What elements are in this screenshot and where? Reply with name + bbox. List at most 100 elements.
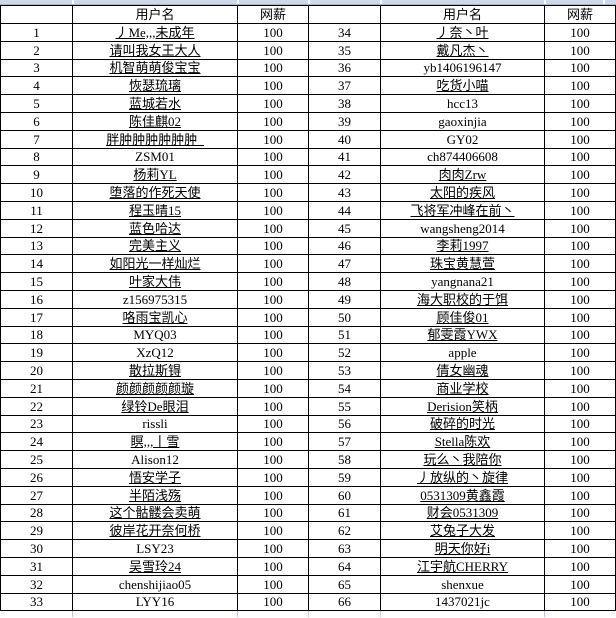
salary-cell[interactable]: 100: [544, 521, 616, 541]
salary-header-cell[interactable]: 网薪: [544, 5, 616, 24]
username-cell[interactable]: 丿Me,,,未成年: [72, 23, 238, 42]
row-number-cell[interactable]: 39: [308, 111, 381, 131]
username-cell[interactable]: 戴凡杰丶: [380, 40, 545, 60]
row-number-cell[interactable]: 31: [0, 556, 73, 576]
username-cell[interactable]: 李莉1997: [380, 236, 545, 256]
salary-cell[interactable]: 100: [544, 40, 616, 60]
row-number-cell[interactable]: 35: [308, 40, 381, 60]
username-cell[interactable]: 海大职校的于饵: [380, 289, 545, 309]
username-cell[interactable]: XzQ12: [72, 343, 238, 363]
salary-cell[interactable]: 100: [544, 147, 616, 167]
row-number-cell[interactable]: 28: [0, 503, 73, 523]
username-cell[interactable]: ch874406608: [380, 147, 545, 167]
row-number-cell[interactable]: 23: [0, 414, 73, 434]
username-cell[interactable]: 肉肉Zrw: [380, 165, 545, 185]
salary-cell[interactable]: 100: [544, 165, 616, 185]
salary-cell[interactable]: 100: [237, 94, 309, 113]
salary-cell[interactable]: 100: [237, 40, 309, 60]
salary-cell[interactable]: 100: [237, 485, 309, 505]
username-cell[interactable]: z156975315: [72, 289, 238, 309]
username-cell[interactable]: 明天你好i: [380, 539, 545, 558]
row-number-cell[interactable]: 13: [0, 236, 73, 256]
username-cell[interactable]: rissli: [72, 414, 238, 434]
row-number-cell[interactable]: 6: [0, 111, 73, 131]
row-number-cell[interactable]: 27: [0, 485, 73, 505]
username-cell[interactable]: 艾兔子大发: [380, 521, 545, 541]
salary-cell[interactable]: 100: [237, 414, 309, 434]
username-cell[interactable]: 散拉斯锝: [72, 361, 238, 380]
salary-cell[interactable]: 100: [237, 343, 309, 363]
username-cell[interactable]: 蓝城若水: [72, 94, 238, 113]
username-header-cell[interactable]: 用户名: [72, 5, 238, 24]
username-cell[interactable]: 这个骷髅会卖萌: [72, 503, 238, 523]
username-cell[interactable]: ZSM01: [72, 147, 238, 167]
salary-cell[interactable]: 100: [237, 450, 309, 469]
username-cell[interactable]: 悟安学子: [72, 467, 238, 487]
row-number-cell[interactable]: 36: [308, 58, 381, 78]
username-cell[interactable]: 如阳光一样灿烂: [72, 254, 238, 274]
row-number-cell[interactable]: 41: [308, 147, 381, 167]
salary-cell[interactable]: 100: [544, 200, 616, 220]
row-number-cell[interactable]: 42: [308, 165, 381, 185]
row-number-cell[interactable]: 50: [308, 307, 381, 327]
username-cell[interactable]: chenshijiao05: [72, 574, 238, 594]
row-number-cell[interactable]: 14: [0, 254, 73, 274]
salary-cell[interactable]: 100: [544, 592, 616, 612]
username-cell[interactable]: gaoxinjia: [380, 111, 545, 131]
row-number-cell[interactable]: 66: [308, 592, 381, 612]
row-number-cell[interactable]: 1: [0, 23, 73, 42]
username-cell[interactable]: 杨莉YL: [72, 165, 238, 185]
salary-cell[interactable]: 100: [544, 485, 616, 505]
row-number-cell[interactable]: 38: [308, 94, 381, 113]
username-cell[interactable]: Alison12: [72, 450, 238, 469]
row-number-cell[interactable]: 55: [308, 396, 381, 416]
salary-cell[interactable]: 100: [544, 272, 616, 291]
username-cell[interactable]: 机智萌萌俊宝宝: [72, 58, 238, 78]
username-cell[interactable]: 玩么丶我陪你: [380, 450, 545, 469]
row-number-cell[interactable]: 3: [0, 58, 73, 78]
salary-cell[interactable]: 100: [237, 574, 309, 594]
username-cell[interactable]: shenxue: [380, 574, 545, 594]
username-cell[interactable]: MYQ03: [72, 325, 238, 345]
salary-cell[interactable]: 100: [544, 254, 616, 274]
username-cell[interactable]: 吴雪玲24: [72, 556, 238, 576]
username-cell[interactable]: Stella陈欢: [380, 432, 545, 452]
salary-cell[interactable]: 100: [237, 218, 309, 238]
username-cell[interactable]: 堕落的作死天使: [72, 183, 238, 202]
salary-cell[interactable]: 100: [544, 414, 616, 434]
username-cell[interactable]: LYY16: [72, 592, 238, 612]
salary-cell[interactable]: 100: [237, 592, 309, 612]
username-cell[interactable]: 太阳的疾风: [380, 183, 545, 202]
row-number-cell[interactable]: 22: [0, 396, 73, 416]
salary-cell[interactable]: 100: [237, 272, 309, 291]
username-cell[interactable]: 丿奈丶叶: [380, 23, 545, 42]
salary-cell[interactable]: 100: [544, 574, 616, 594]
username-cell[interactable]: 完美主义: [72, 236, 238, 256]
salary-cell[interactable]: 100: [544, 236, 616, 256]
row-number-cell[interactable]: 63: [308, 539, 381, 558]
row-number-cell[interactable]: 44: [308, 200, 381, 220]
corner-cell[interactable]: [0, 5, 73, 24]
row-number-cell[interactable]: 34: [308, 23, 381, 42]
row-number-cell[interactable]: 37: [308, 76, 381, 96]
salary-cell[interactable]: 100: [237, 147, 309, 167]
row-number-cell[interactable]: 47: [308, 254, 381, 274]
username-cell[interactable]: yangnana21: [380, 272, 545, 291]
row-number-cell[interactable]: 26: [0, 467, 73, 487]
username-cell[interactable]: 吃货小喵: [380, 76, 545, 96]
username-cell[interactable]: 瞑,,,丨雪: [72, 432, 238, 452]
username-cell[interactable]: 程玉晴15: [72, 200, 238, 220]
row-number-cell[interactable]: 33: [0, 592, 73, 612]
salary-cell[interactable]: 100: [544, 467, 616, 487]
row-number-cell[interactable]: 46: [308, 236, 381, 256]
salary-cell[interactable]: 100: [237, 503, 309, 523]
salary-cell[interactable]: 100: [237, 165, 309, 185]
username-cell[interactable]: 咯雨宝凯心: [72, 307, 238, 327]
salary-cell[interactable]: 100: [237, 521, 309, 541]
salary-cell[interactable]: 100: [237, 129, 309, 149]
row-number-cell[interactable]: 43: [308, 183, 381, 202]
username-header-cell[interactable]: 用户名: [380, 5, 545, 24]
salary-cell[interactable]: 100: [237, 539, 309, 558]
salary-cell[interactable]: 100: [237, 200, 309, 220]
username-cell[interactable]: GY02: [380, 129, 545, 149]
